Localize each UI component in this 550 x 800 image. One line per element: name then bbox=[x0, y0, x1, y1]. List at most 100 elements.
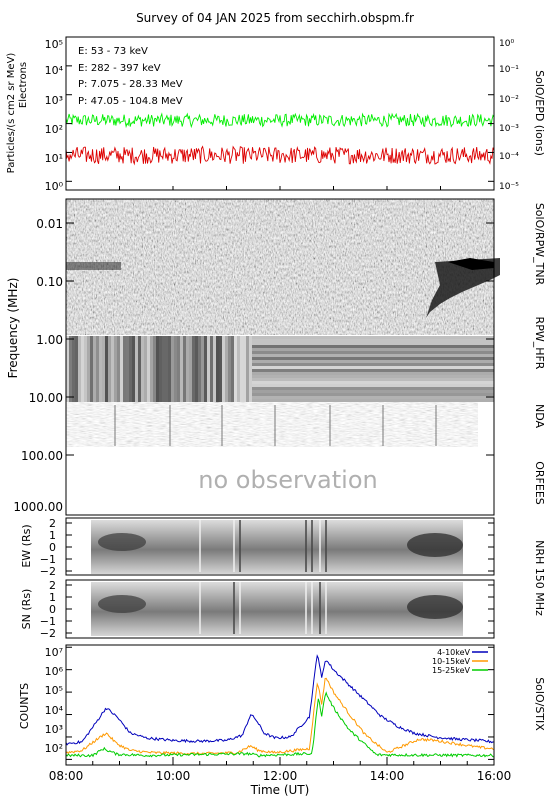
hfr-column bbox=[102, 336, 105, 402]
hfr-column bbox=[165, 336, 168, 402]
epd-right-tick-label: 10⁻¹ bbox=[499, 65, 519, 75]
nrh-sn-tick-labels: 2 1 0 −1 −2 bbox=[40, 579, 56, 640]
hfr-column bbox=[201, 336, 204, 402]
instrument-label-tnr: SolO/RPW_TNR bbox=[533, 203, 546, 286]
epd-left-tick-label: 10⁵ bbox=[45, 38, 63, 51]
hfr-column bbox=[132, 336, 135, 402]
stix-series-line bbox=[66, 654, 494, 746]
hfr-column bbox=[147, 336, 150, 402]
nrh-source bbox=[407, 533, 463, 557]
x-tick-label: 14:00 bbox=[370, 769, 405, 783]
stix-tick-labels: 10⁷ 10⁶ 10⁵ 10⁴ 10³ 10² bbox=[45, 646, 64, 755]
hfr-column bbox=[240, 336, 243, 402]
hfr-row bbox=[252, 351, 494, 354]
tnr-band bbox=[66, 262, 121, 270]
stix-plot-area bbox=[66, 654, 494, 758]
hfr-column bbox=[120, 336, 123, 402]
epd-left-tick-labels: 10⁵ 10⁴ 10³ 10² 10¹ 10⁰ bbox=[45, 38, 64, 193]
hfr-column bbox=[213, 336, 216, 402]
nrh-ew-tick-labels: 2 1 0 −1 −2 bbox=[40, 517, 56, 578]
epd-left-tick-label: 10⁰ bbox=[45, 180, 64, 193]
hfr-column bbox=[222, 336, 225, 402]
radio-tick-label: 0.10 bbox=[36, 275, 63, 289]
nrh-ew-tick-marks bbox=[66, 522, 494, 572]
nrh-ew-panel: 2 1 0 −1 −2 EW (Rs) NRH 150 MHz bbox=[20, 517, 546, 616]
hfr-column bbox=[234, 336, 237, 402]
hfr-row bbox=[252, 336, 494, 339]
hfr-column bbox=[126, 336, 129, 402]
hfr-spectrogram bbox=[66, 336, 494, 402]
epd-right-tick-labels: 10⁰ 10⁻¹ 10⁻² 10⁻³ 10⁻⁴ 10⁻⁵ bbox=[499, 39, 519, 192]
instrument-label-hfr: RPW_HFR bbox=[533, 317, 546, 370]
hfr-column bbox=[162, 336, 165, 402]
hfr-column bbox=[141, 336, 144, 402]
epd-legend-entry-e1: E: 53 - 73 keV bbox=[78, 46, 148, 57]
stix-panel: 10⁷ 10⁶ 10⁵ 10⁴ 10³ 10² 4-10keV 10-15keV… bbox=[18, 644, 546, 797]
hfr-column bbox=[168, 336, 171, 402]
nrh-ew-tick-label: 2 bbox=[49, 517, 56, 530]
hfr-column bbox=[84, 336, 87, 402]
radio-tick-label: 0.01 bbox=[36, 217, 63, 231]
stix-ylabel: COUNTS bbox=[18, 683, 31, 729]
hfr-column bbox=[135, 336, 138, 402]
stix-legend-entry-4-10: 4-10keV bbox=[437, 648, 470, 657]
x-tick-label: 16:00 bbox=[477, 769, 512, 783]
x-tick-label: 08:00 bbox=[49, 769, 84, 783]
hfr-column bbox=[207, 336, 210, 402]
instrument-label-orfees: ORFEES bbox=[533, 461, 546, 505]
radio-tick-label: 10.00 bbox=[29, 391, 63, 405]
hfr-column bbox=[198, 336, 201, 402]
stix-series-line bbox=[66, 677, 494, 756]
hfr-column bbox=[150, 336, 153, 402]
hfr-column bbox=[90, 336, 93, 402]
hfr-column bbox=[204, 336, 207, 402]
radio-tick-marks bbox=[66, 222, 494, 456]
nrh-ew-ylabel: EW (Rs) bbox=[20, 524, 33, 567]
nrh-ew-tick-label: −2 bbox=[40, 565, 56, 578]
radio-tick-label: 100.00 bbox=[21, 449, 63, 463]
hfr-column bbox=[180, 336, 183, 402]
hfr-column bbox=[186, 336, 189, 402]
nrh-sn-tick-marks bbox=[66, 584, 494, 634]
epd-right-tick-label: 10⁰ bbox=[499, 39, 514, 49]
hfr-column bbox=[210, 336, 213, 402]
hfr-column bbox=[156, 336, 159, 402]
epd-legend-entry-p1: P: 7.075 - 28.33 MeV bbox=[78, 79, 183, 90]
hfr-row bbox=[252, 357, 494, 360]
hfr-column bbox=[117, 336, 120, 402]
epd-left-tick-label: 10⁴ bbox=[45, 64, 64, 77]
hfr-column bbox=[114, 336, 117, 402]
radio-tick-label: 1.00 bbox=[36, 333, 63, 347]
no-observation-label: no observation bbox=[198, 466, 377, 494]
radio-frame bbox=[65, 198, 495, 516]
nda-spectrogram bbox=[66, 402, 478, 447]
hfr-column bbox=[108, 336, 111, 402]
stix-legend-entry-15-25: 15-25keV bbox=[432, 666, 471, 675]
stix-tick-label: 10⁶ bbox=[45, 665, 64, 678]
nrh-sn-tick-label: −1 bbox=[40, 615, 56, 628]
hfr-column bbox=[66, 336, 69, 402]
hfr-column bbox=[69, 336, 72, 402]
epd-plot-area bbox=[66, 112, 494, 166]
nda-time-markers bbox=[114, 405, 437, 446]
hfr-column bbox=[111, 336, 114, 402]
hfr-column bbox=[183, 336, 186, 402]
hfr-row bbox=[252, 354, 494, 357]
epd-series-line bbox=[66, 145, 494, 166]
nrh-sn-features bbox=[98, 582, 463, 634]
hfr-column bbox=[231, 336, 234, 402]
hfr-row bbox=[252, 342, 494, 345]
nrh-ew-tick-label: 0 bbox=[49, 541, 56, 554]
hfr-column bbox=[81, 336, 84, 402]
hfr-row bbox=[252, 348, 494, 351]
hfr-row bbox=[252, 372, 494, 375]
instrument-label-nda: NDA bbox=[533, 404, 546, 429]
nrh-sn-tick-label: 0 bbox=[49, 603, 56, 616]
nrh-sn-tick-label: 2 bbox=[49, 579, 56, 592]
epd-left-tick-label: 10¹ bbox=[45, 152, 63, 165]
epd-left-tick-label: 10² bbox=[45, 123, 63, 136]
epd-panel: 10⁵ 10⁴ 10³ 10² 10¹ 10⁰ 10⁰ 10⁻¹ 10⁻² 10… bbox=[6, 36, 546, 193]
epd-legend-entry-p2: P: 47.05 - 104.8 MeV bbox=[78, 96, 183, 107]
epd-right-tick-label: 10⁻⁵ bbox=[499, 182, 519, 192]
